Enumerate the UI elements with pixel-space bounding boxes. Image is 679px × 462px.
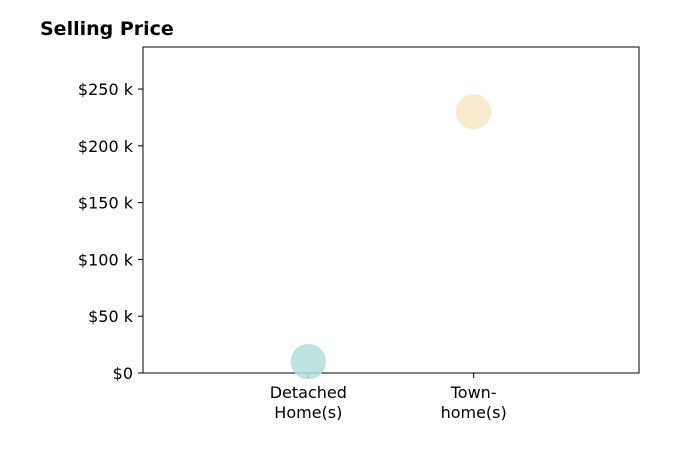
y-tick-label: $100 k (78, 250, 134, 269)
x-axis: Detached Home(s) Town-home(s) (270, 373, 507, 422)
y-tick-label: $250 k (78, 80, 134, 99)
x-tick-label: Town-home(s) (441, 383, 507, 422)
y-tick-label: $0 (113, 364, 133, 383)
chart-title: Selling Price (40, 18, 174, 40)
y-axis: $0 $50 k $100 k $150 k $200 k $250 k (78, 80, 143, 383)
data-points (290, 94, 492, 380)
x-tick-label: Detached Home(s) (270, 383, 347, 422)
data-point (456, 94, 492, 130)
y-tick-label: $150 k (78, 194, 134, 213)
y-tick-label: $200 k (78, 137, 134, 156)
y-tick-label: $50 k (88, 307, 134, 326)
plot-frame (142, 46, 640, 374)
data-point (290, 344, 326, 380)
